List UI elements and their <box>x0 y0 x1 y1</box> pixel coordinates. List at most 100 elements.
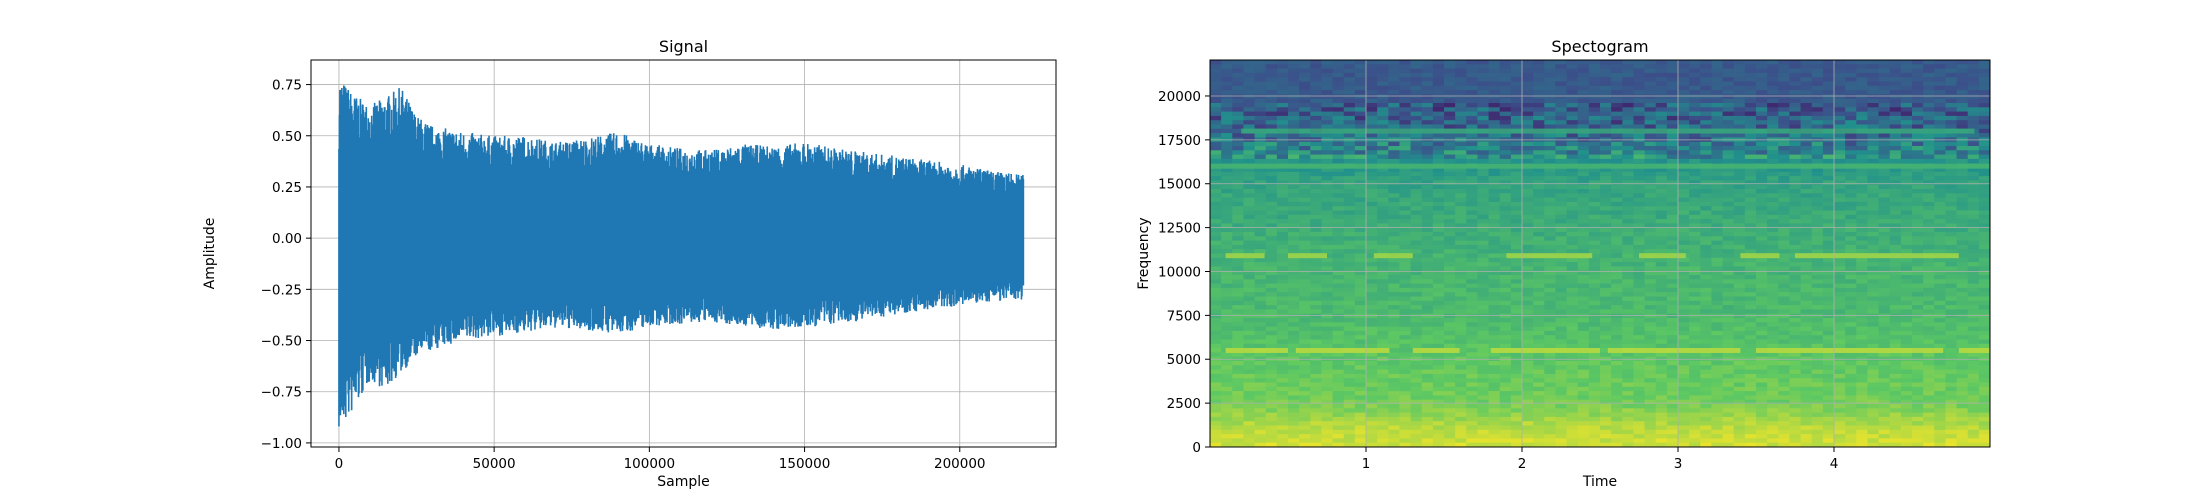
spectrogram-cell <box>1956 103 1969 108</box>
spectrogram-cell <box>1522 335 1534 341</box>
spectrogram-cell <box>1822 141 1835 147</box>
spectrogram-cell <box>1912 150 1924 156</box>
spectrogram-cell <box>1967 270 1980 276</box>
spectrogram-cell <box>1834 201 1846 207</box>
spectrogram-cell <box>1834 236 1846 242</box>
spectrogram-cell <box>1410 262 1423 267</box>
spectrogram-cell <box>1889 330 1902 336</box>
spectrogram-cell <box>1689 210 1701 216</box>
spectrogram-cell <box>1499 124 1512 130</box>
spectrogram-cell <box>1410 219 1423 224</box>
spectrogram-cell <box>1622 266 1635 272</box>
spectrogram-cell <box>1600 343 1612 349</box>
spectrogram-cell <box>1655 180 1668 186</box>
spectrogram-cell <box>1856 103 1869 108</box>
spectrogram-cell <box>1210 189 1222 194</box>
spectrogram-cell <box>1900 244 1913 250</box>
spectrogram-cell <box>1945 81 1958 87</box>
spectrogram-cell <box>1778 236 1791 242</box>
spectrogram-cell <box>1533 201 1545 207</box>
spectrogram-cell <box>1889 287 1902 293</box>
spectrogram-cell <box>1466 253 1479 259</box>
spectrogram-cell <box>1332 68 1345 74</box>
spectrogram-cell <box>1878 292 1891 298</box>
spectrogram-cell <box>1878 326 1891 332</box>
spectrogram-cell <box>1510 326 1523 332</box>
spectrogram-cell <box>1466 72 1479 78</box>
spectrogram-cell <box>1455 236 1467 242</box>
spectrogram-cell <box>1967 107 1980 113</box>
spectrogram-cell <box>1800 197 1813 203</box>
spectrogram-cell <box>1956 326 1969 332</box>
spectrogram-cell <box>1332 240 1345 246</box>
spectrogram-cell <box>1421 283 1434 289</box>
spectrogram-cell <box>1477 330 1490 336</box>
spectrogram-cell <box>1254 219 1267 224</box>
spectrogram-cell <box>1533 158 1545 164</box>
spectrogram-cell <box>1889 227 1902 233</box>
spectrogram-cell <box>1689 257 1701 263</box>
spectrogram-cell <box>1756 352 1768 358</box>
spectrogram-cell <box>1756 232 1768 237</box>
spectrogram-cell <box>1343 60 1356 65</box>
spectrogram-cell <box>1878 283 1891 289</box>
spectrogram-cell <box>1288 201 1300 207</box>
spectrogram-cell <box>1644 283 1657 289</box>
spectrogram-cell <box>1789 103 1802 108</box>
spectrogram-cell <box>1923 206 1935 212</box>
spectrogram-cell <box>1210 60 1222 65</box>
y-axis-label: Amplitude <box>202 218 218 290</box>
spectrogram-cell <box>1978 270 1990 276</box>
spectrogram-cell <box>1299 68 1311 74</box>
spectrogram-cell <box>1678 236 1690 242</box>
spectrogram-cell <box>1622 90 1635 95</box>
spectrogram-cell <box>1689 219 1701 224</box>
spectrogram-cell <box>1577 206 1590 212</box>
spectrogram-cell <box>1644 154 1657 160</box>
spectrogram-cell <box>1388 287 1401 293</box>
spectrogram-cell <box>1600 361 1612 366</box>
spectrogram-cell <box>1566 275 1579 280</box>
spectrogram-cell <box>1466 184 1479 190</box>
spectrogram-cell <box>1811 296 1824 302</box>
spectrogram-cell <box>1800 184 1813 190</box>
spectrogram-cell <box>1756 158 1768 164</box>
spectrogram-cell <box>1566 292 1579 298</box>
spectrogram-cell <box>1934 85 1947 91</box>
spectrogram-cell <box>1410 115 1423 121</box>
spectrogram-cell <box>1343 279 1356 285</box>
spectrogram-cell <box>1722 171 1735 177</box>
spectrogram-cell <box>1834 257 1846 263</box>
spectrogram-cell <box>1912 158 1924 164</box>
spectrogram-cell <box>1310 68 1323 74</box>
spectrogram-cell <box>1756 85 1768 91</box>
spectrogram-cell <box>1722 210 1735 216</box>
spectrogram-cell <box>1432 124 1445 130</box>
spectrogram-cell <box>1722 330 1735 336</box>
spectrogram-cell <box>1722 90 1735 95</box>
spectrogram-cell <box>1310 206 1323 212</box>
spectrogram-cell <box>1956 232 1969 237</box>
spectrogram-cell <box>1399 300 1412 306</box>
spectrogram-cell <box>1633 275 1646 280</box>
spectrogram-cell <box>1811 120 1824 126</box>
spectrogram-cell <box>1912 81 1924 87</box>
spectrogram-cell <box>1756 219 1768 224</box>
spectrogram-cell <box>1711 150 1724 156</box>
spectrogram-cell <box>1477 339 1490 345</box>
spectrogram-cell <box>1878 115 1891 121</box>
spectrogram-cell <box>1566 361 1579 366</box>
spectrogram-cell <box>1923 283 1935 289</box>
spectrogram-cell <box>1488 197 1501 203</box>
spectrogram-cell <box>1834 98 1846 104</box>
spectrogram-cell <box>1522 77 1534 83</box>
spectrogram-cell <box>1366 249 1378 255</box>
spectrogram-cell <box>1421 197 1434 203</box>
spectrogram-cell <box>1889 339 1902 345</box>
spectrogram-cell <box>1778 189 1791 194</box>
spectrogram-cell <box>1622 94 1635 100</box>
spectrogram-cell <box>1544 189 1557 194</box>
spectrogram-cell <box>1499 313 1512 319</box>
spectrogram-cell <box>1889 300 1902 306</box>
spectrogram-cell <box>1310 103 1323 108</box>
